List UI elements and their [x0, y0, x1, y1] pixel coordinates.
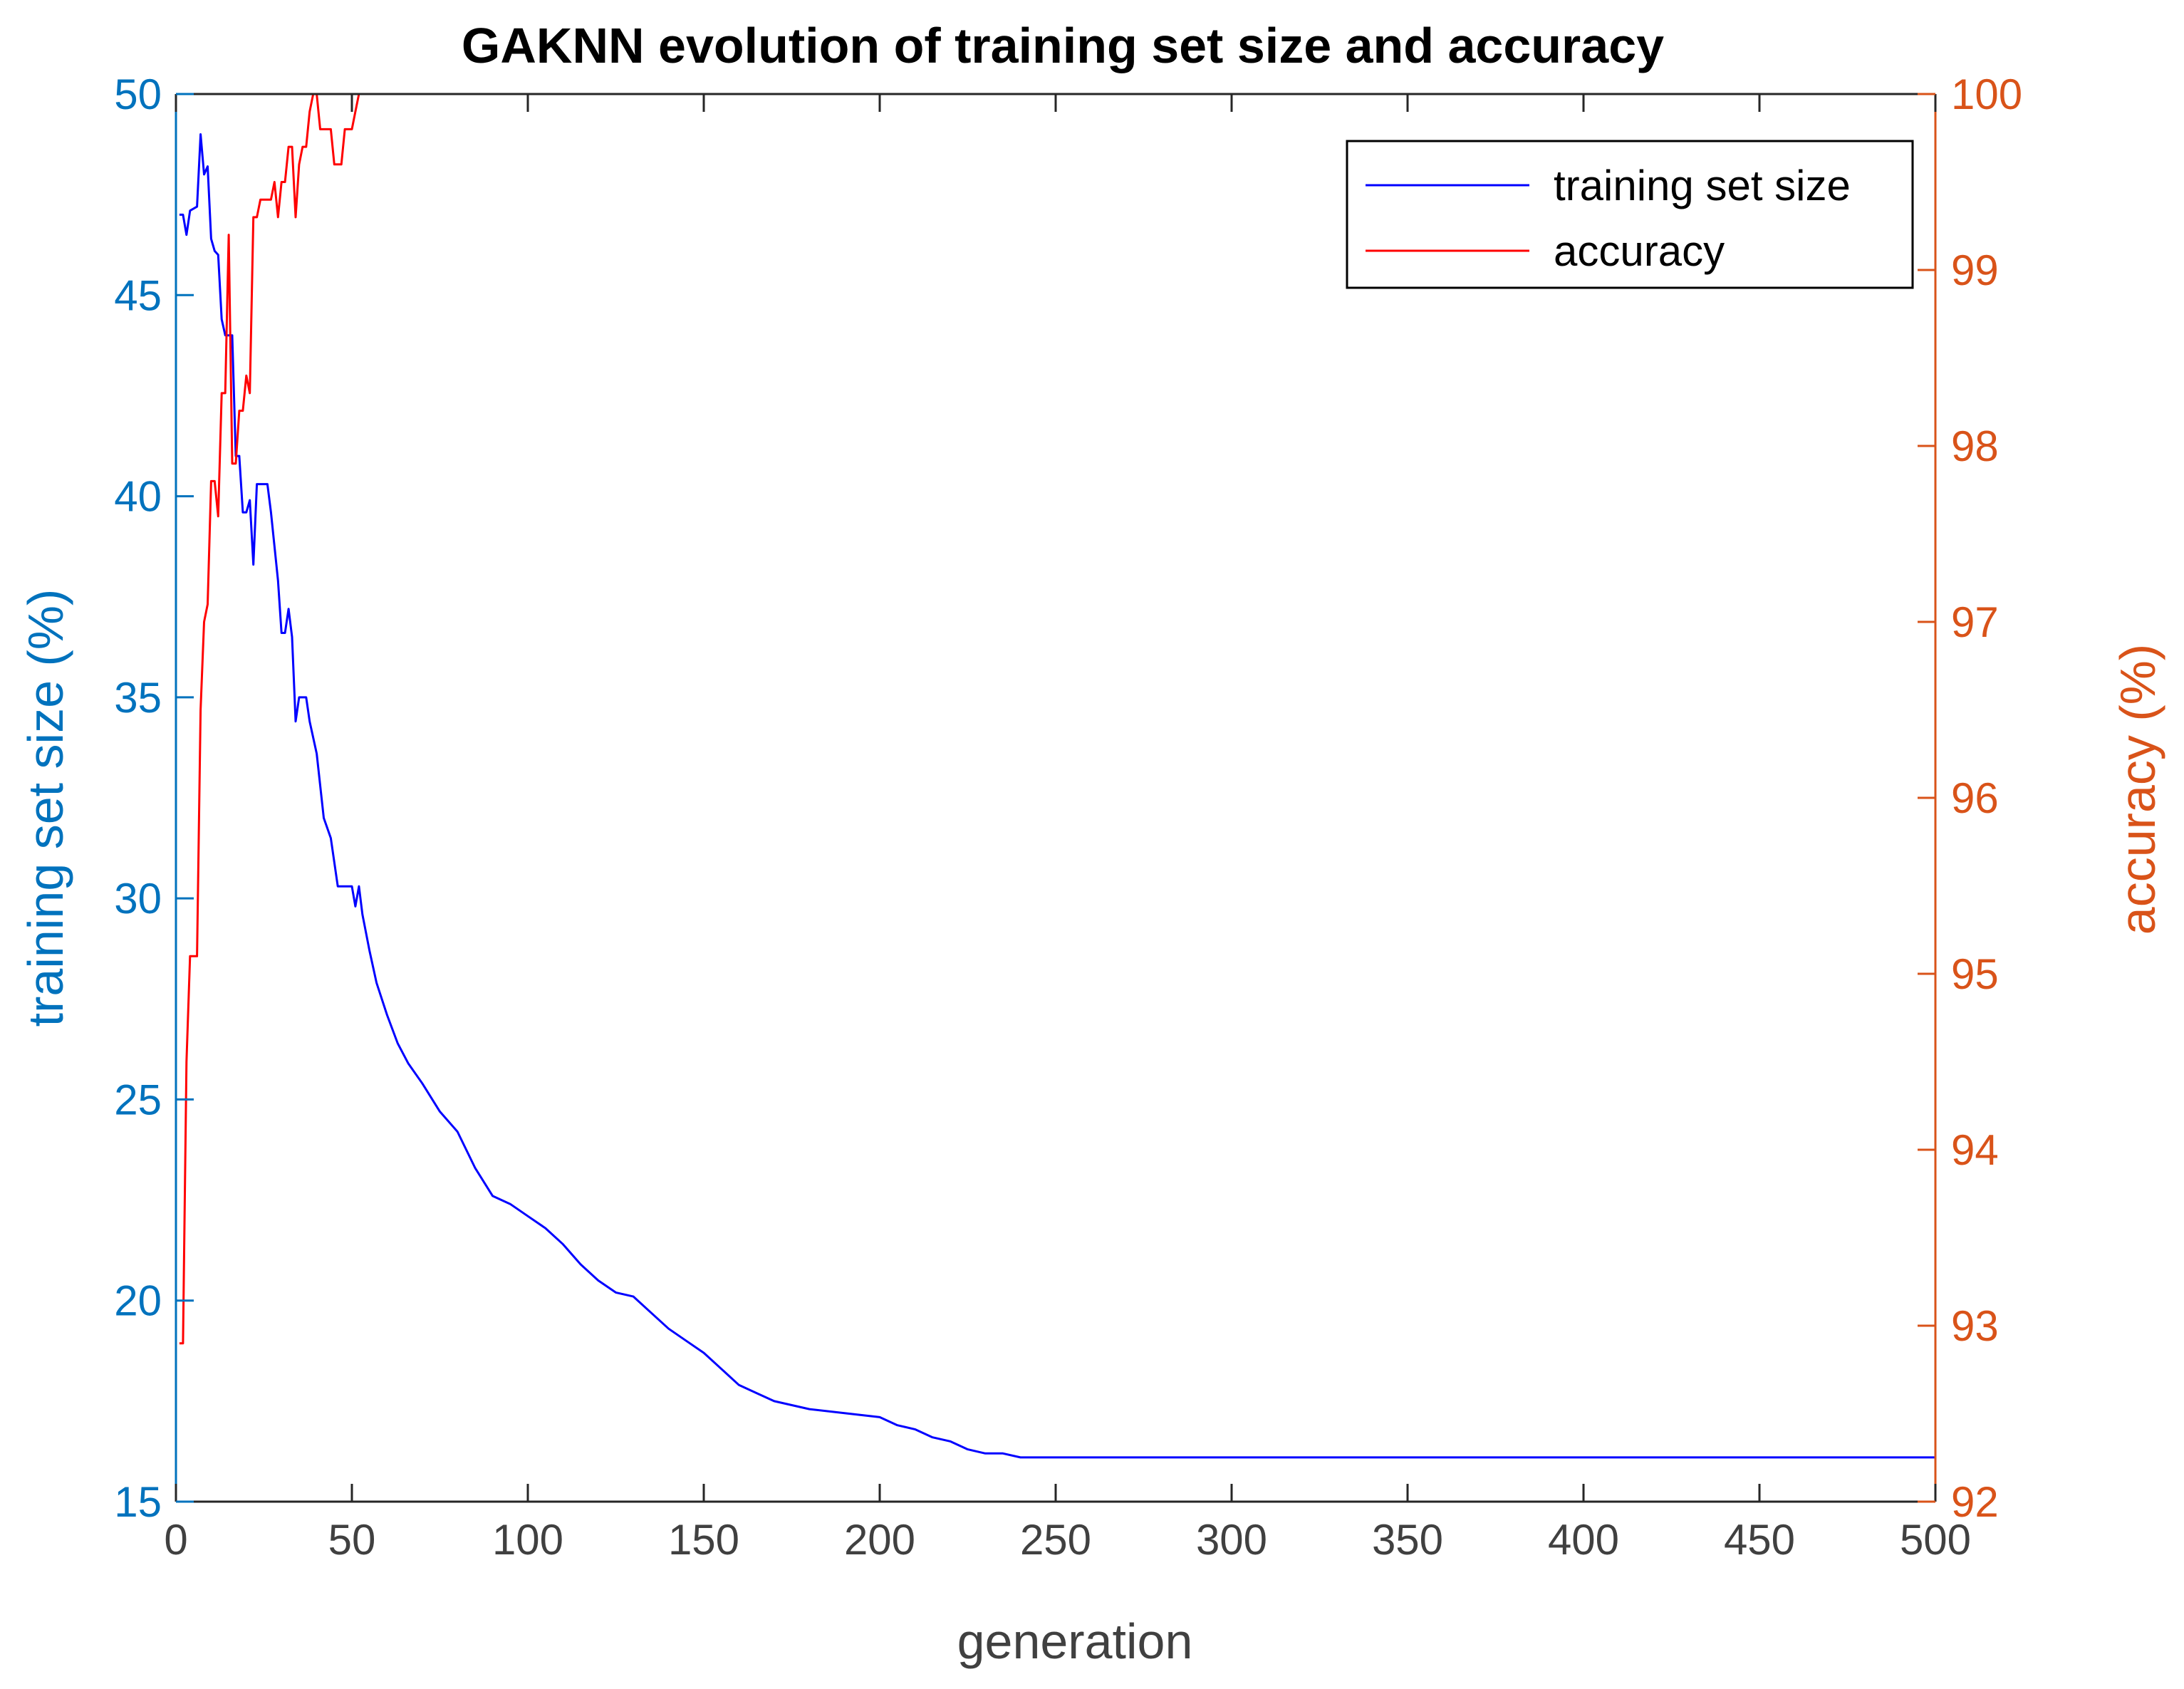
series-line-accuracy [179, 93, 1935, 1345]
series-layer [179, 93, 1935, 1459]
y-tick-label-right: 99 [1951, 246, 1999, 294]
x-tick-label: 150 [668, 1516, 739, 1564]
y-tick-label-right: 94 [1951, 1126, 1999, 1174]
y-axis-label-right: accuracy (%) [2110, 644, 2165, 935]
plot-area [176, 94, 1935, 1502]
x-tick-label: 450 [1724, 1516, 1795, 1564]
legend-box [1346, 140, 1914, 289]
plot-background [176, 94, 1935, 1502]
y-tick-label-right: 97 [1951, 598, 1999, 646]
y-tick-label-right: 93 [1951, 1302, 1999, 1350]
x-tick-label: 200 [844, 1516, 915, 1564]
x-tick-label: 50 [328, 1516, 376, 1564]
ticks-layer: 0 50 100 150 200 250 300 350 400 450 500 15 20 25 30 35… [114, 71, 2022, 1564]
legend-label-accuracy: accuracy [1554, 227, 1725, 275]
y-tick-label-left: 25 [114, 1076, 162, 1123]
x-tick-label: 500 [1900, 1516, 1971, 1564]
y-tick-label-right: 100 [1951, 71, 2022, 118]
y-tick-label-right: 95 [1951, 950, 1999, 998]
y-tick-label-left: 40 [114, 473, 162, 521]
x-tick-label: 0 [164, 1516, 187, 1564]
x-tick-label: 350 [1372, 1516, 1443, 1564]
x-tick-label: 300 [1196, 1516, 1267, 1564]
x-tick-label: 400 [1548, 1516, 1619, 1564]
y-tick-label-left: 20 [114, 1277, 162, 1325]
x-axis-label: generation [957, 1613, 1193, 1669]
y-tick-label-left: 15 [114, 1478, 162, 1526]
legend: training set size accuracy [1346, 140, 1914, 289]
y-tick-label-left: 35 [114, 674, 162, 722]
y-tick-label-left: 30 [114, 875, 162, 923]
y-tick-label-left: 45 [114, 271, 162, 319]
y-tick-label-right: 96 [1951, 774, 1999, 822]
x-tick-label: 100 [492, 1516, 563, 1564]
legend-label-training-set-size: training set size [1554, 162, 1851, 209]
y-tick-label-right: 92 [1951, 1478, 1999, 1526]
x-tick-label: 250 [1020, 1516, 1091, 1564]
y-axis-label-left: training set size (%) [18, 589, 73, 1027]
y-tick-label-left: 50 [114, 71, 162, 118]
chart-title: GAKNN evolution of training set size and… [462, 18, 1664, 73]
y-tick-label-right: 98 [1951, 422, 1999, 470]
